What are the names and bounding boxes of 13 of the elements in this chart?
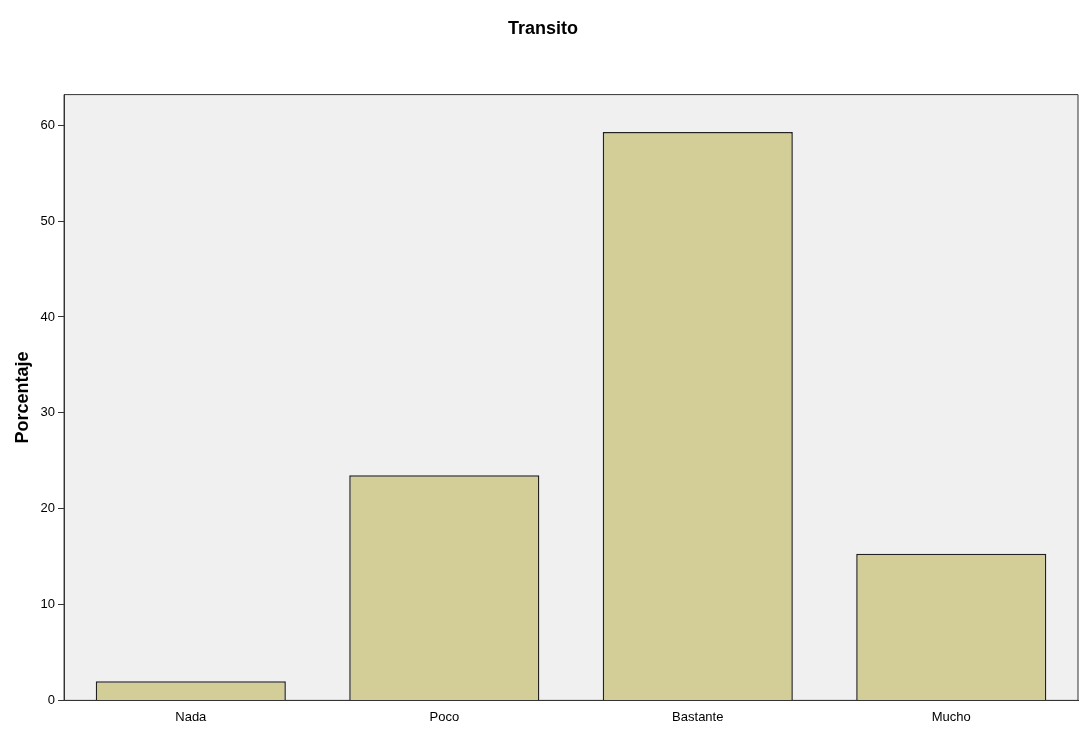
x-tick-label: Mucho [931, 708, 971, 724]
y-tick-label: 20 [40, 500, 56, 516]
y-tick-label: 40 [40, 308, 56, 324]
chart-title: Transito [507, 17, 579, 38]
y-tick-label: 10 [40, 596, 56, 612]
x-tick-label: Poco [429, 708, 460, 724]
y-tick-label: 0 [47, 691, 56, 707]
y-tick-label: 30 [40, 404, 56, 420]
y-axis-title: Porcentaje [11, 351, 32, 444]
x-tick-label: Bastante [672, 708, 724, 724]
y-tick-label: 50 [40, 212, 56, 228]
x-tick-label: Nada [175, 708, 208, 724]
y-tick-label: 60 [40, 116, 56, 132]
